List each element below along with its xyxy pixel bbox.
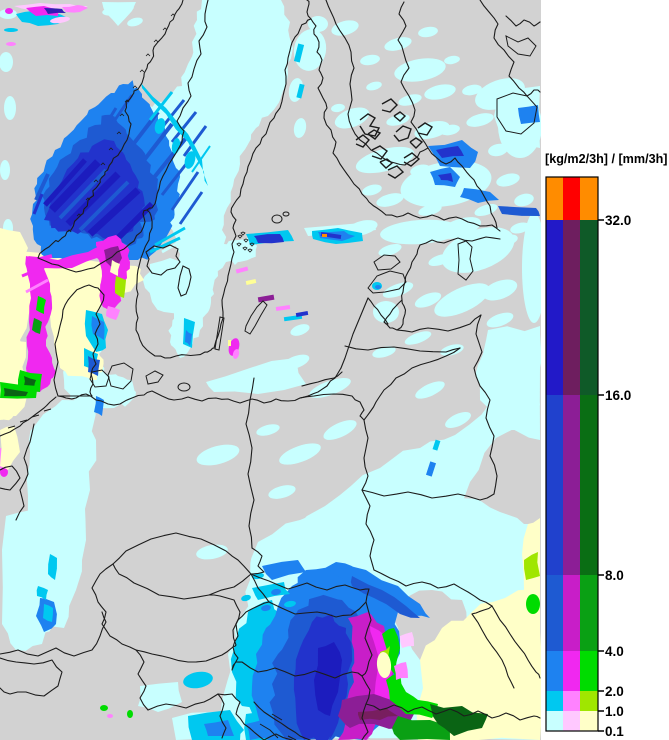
svg-text:1.0: 1.0 — [605, 704, 624, 719]
svg-text:[kg/m2/3h] / [mm/3h]: [kg/m2/3h] / [mm/3h] — [545, 152, 667, 166]
svg-text:16.0: 16.0 — [605, 388, 631, 403]
svg-text:2.0: 2.0 — [605, 684, 624, 699]
svg-text:32.0: 32.0 — [605, 213, 631, 228]
svg-text:8.0: 8.0 — [605, 568, 624, 583]
svg-text:4.0: 4.0 — [605, 644, 624, 659]
svg-text:0.1: 0.1 — [605, 724, 624, 739]
